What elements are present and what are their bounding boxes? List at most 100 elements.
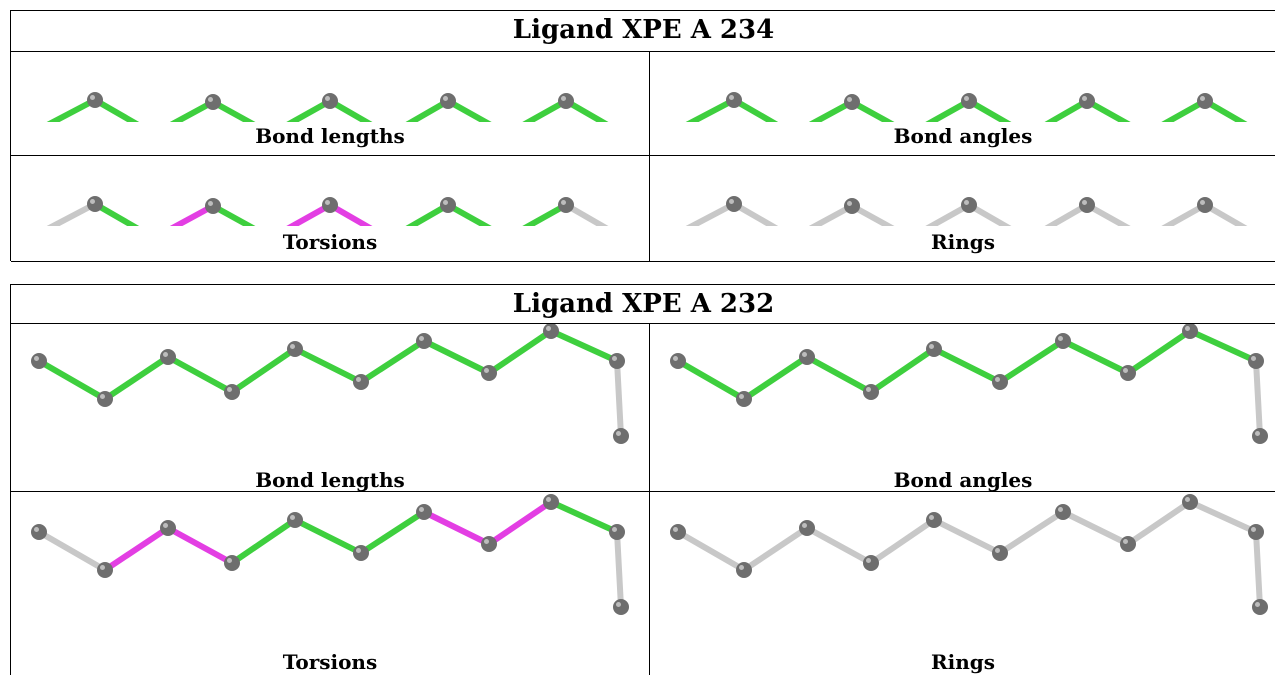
bond [210,99,256,122]
bond [741,525,810,573]
bond [1161,98,1208,122]
bond [421,338,492,376]
atom-highlight [1082,96,1087,101]
bond [165,354,235,395]
bond [1060,509,1131,547]
atom [416,333,432,349]
cell-caption: Bond lengths [255,124,405,148]
bond [997,338,1066,385]
atom [992,545,1008,561]
atom-highlight [356,377,361,382]
atom [961,197,977,213]
atom-highlight [34,356,39,361]
atom-highlight [1123,368,1128,373]
bond [358,338,427,385]
atom-highlight [995,548,1000,553]
atom-highlight [356,548,361,553]
atom-highlight [729,95,734,100]
atom-highlight [1200,96,1205,101]
atom [670,524,686,540]
atom-highlight [673,527,678,532]
bond [286,202,333,226]
divider [649,323,650,675]
cell-caption: Torsions [282,650,378,674]
atom [1248,353,1264,369]
atom [97,391,113,407]
bond [925,202,972,226]
bond [1044,98,1090,122]
atom-highlight [290,515,295,520]
panel-title: Ligand XPE A 234 [512,15,775,45]
atom-highlight [866,558,871,563]
atom-highlight [1255,431,1260,436]
atom [1252,428,1268,444]
atom [613,599,629,615]
atom-highlight [616,431,621,436]
molecule-cell-bond-lengths: Bond lengths [11,324,649,492]
atom [799,349,815,365]
bond [1125,328,1193,376]
atom [287,341,303,357]
bond [731,201,779,226]
atom [322,197,338,213]
bond [286,98,333,122]
atom [1197,197,1213,213]
bond [997,509,1066,556]
atom-highlight [484,539,489,544]
bond [210,203,256,226]
atom-highlight [325,200,330,205]
bond [741,354,810,402]
atom-highlight [1185,326,1190,331]
molecule-cell-torsions: Torsions [11,156,649,261]
atom-highlight [100,394,105,399]
atom-highlight [290,344,295,349]
bond [614,358,624,439]
bond [1187,328,1259,364]
atom [1055,504,1071,520]
atom-highlight [34,527,39,532]
bond [292,346,364,385]
bond [92,201,140,226]
atom-highlight [964,96,969,101]
bond [445,98,492,122]
bond [1253,358,1263,439]
bond [165,525,235,566]
atom [558,93,574,109]
bond [1253,529,1263,610]
atom-highlight [443,96,448,101]
molecule-cell-bond-lengths: Bond lengths [11,52,649,155]
atom-highlight [90,199,95,204]
bond [548,499,620,535]
bond [445,202,492,226]
bond [292,517,364,556]
atom [31,353,47,369]
divider [11,261,1275,262]
atom-highlight [546,497,551,502]
atom [87,196,103,212]
atom-highlight [729,199,734,204]
bond [966,98,1012,122]
bond [36,358,108,402]
atom-highlight [1185,497,1190,502]
atom-highlight [1255,602,1260,607]
bond [327,98,373,122]
atom [844,198,860,214]
cell-caption: Torsions [282,230,378,254]
bond [229,346,298,395]
atom-highlight [616,602,621,607]
atom-highlight [612,527,617,532]
atom-highlight [227,387,232,392]
bond [486,499,554,547]
molecule-cell-rings: Rings [650,156,1275,261]
atom [224,384,240,400]
atom-highlight [325,96,330,101]
bond [1161,202,1208,226]
atom [670,353,686,369]
atom-highlight [847,201,852,206]
atom [1079,93,1095,109]
atom-highlight [866,387,871,392]
bond [92,97,140,122]
atom [613,428,629,444]
atom [160,349,176,365]
bond [102,354,171,402]
